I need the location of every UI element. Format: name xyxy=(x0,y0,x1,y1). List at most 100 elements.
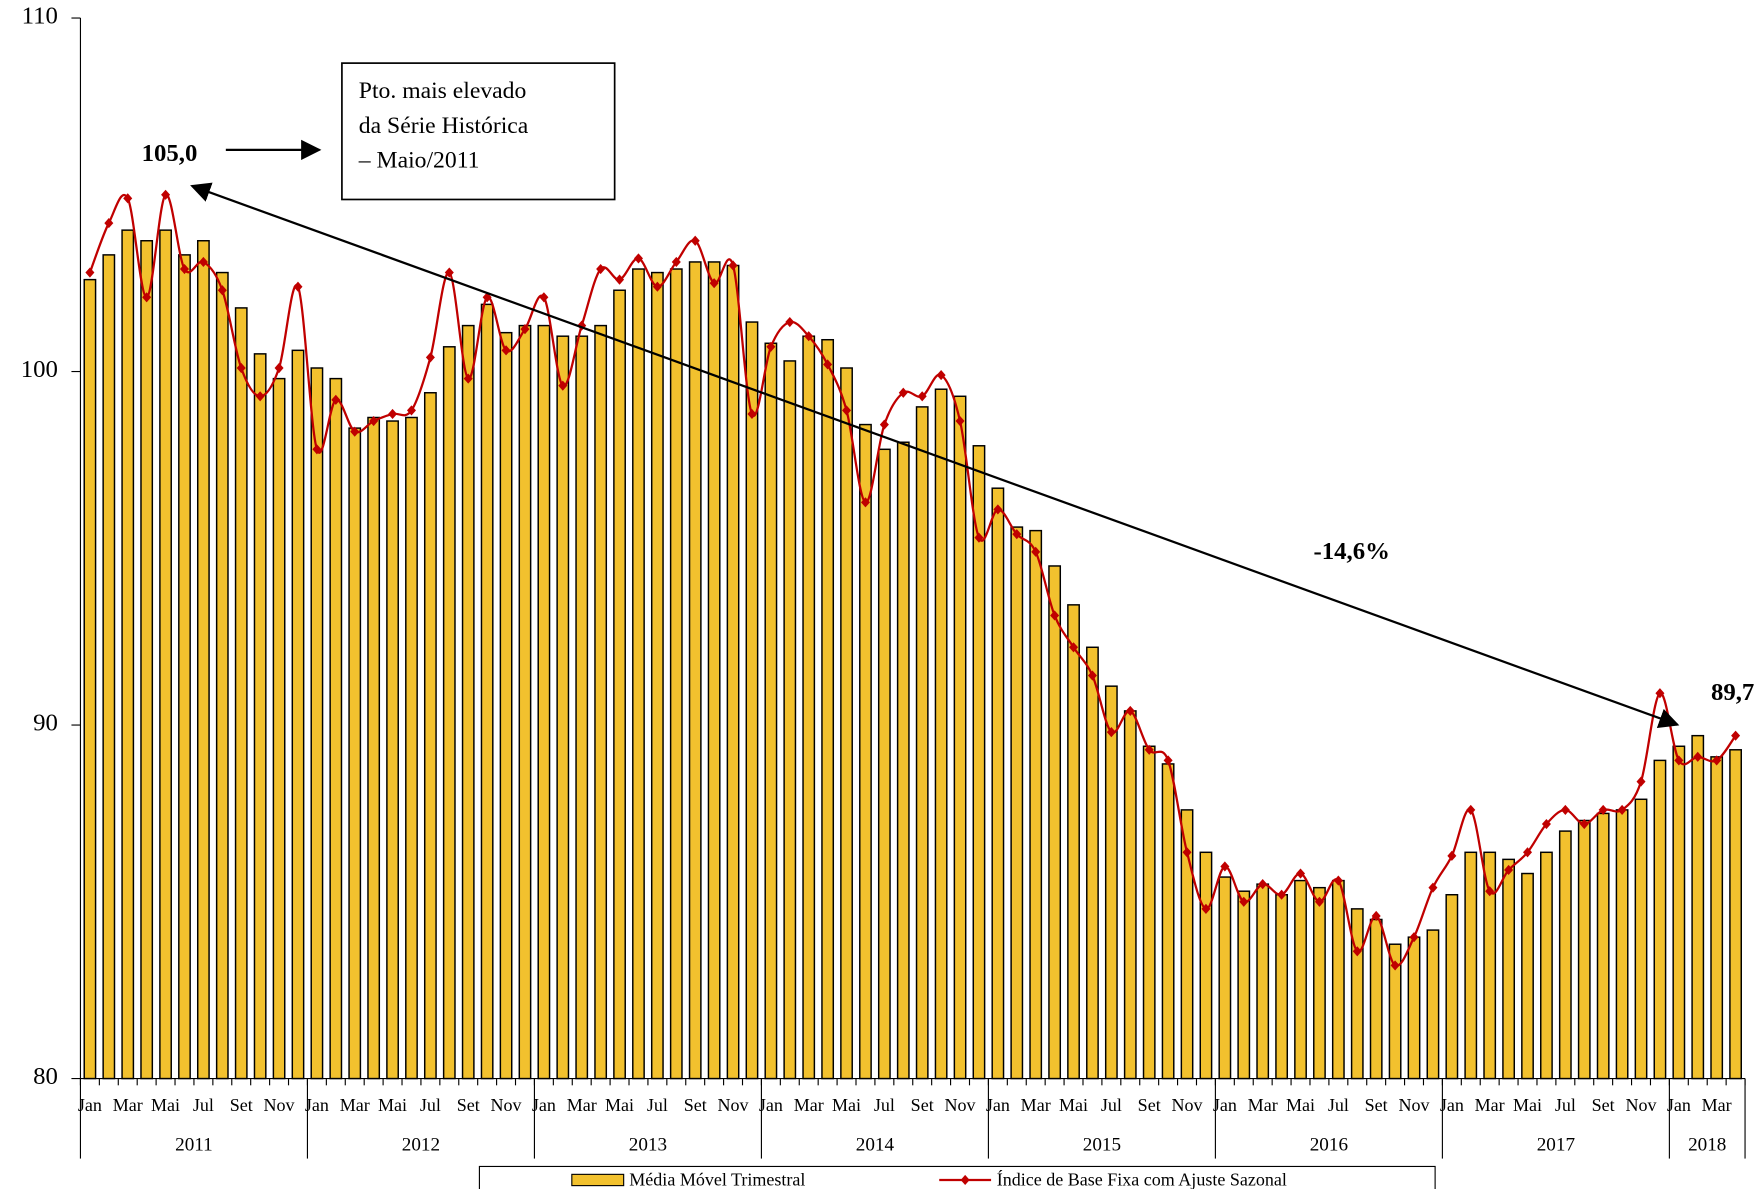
bar xyxy=(821,338,835,1080)
bar xyxy=(386,420,399,1080)
x-tick-label: Mai xyxy=(1286,1095,1315,1115)
x-tick-label: Mar xyxy=(794,1095,824,1115)
marker xyxy=(1674,755,1684,766)
x-tick-label: Nov xyxy=(264,1095,296,1115)
x-tick-label: Jul xyxy=(193,1095,214,1115)
x-tick-label: Mar xyxy=(1021,1095,1051,1115)
bar xyxy=(1577,819,1591,1080)
x-tick-label: Jul xyxy=(874,1095,895,1115)
marker xyxy=(539,292,549,303)
x-tick-label: Jan xyxy=(305,1095,329,1115)
bar xyxy=(329,377,343,1080)
bar xyxy=(896,441,910,1080)
legend-marker xyxy=(960,1174,970,1186)
x-tick-label: Mai xyxy=(832,1095,861,1115)
bar xyxy=(442,346,456,1080)
trend-arrow xyxy=(190,182,1680,728)
bar xyxy=(1634,798,1648,1080)
marker xyxy=(293,281,303,292)
x-tick-label: Mar xyxy=(567,1095,597,1115)
bar xyxy=(1388,943,1402,1080)
bar xyxy=(423,392,437,1080)
bar xyxy=(1710,756,1724,1080)
bar xyxy=(215,271,229,1080)
x-tick-label: Nov xyxy=(1625,1095,1657,1115)
marker xyxy=(1409,932,1419,943)
y-tick-label: 80 xyxy=(33,1063,58,1090)
marker xyxy=(425,352,435,363)
annotation: Pto. mais elevado xyxy=(359,78,527,104)
x-tick-label: Nov xyxy=(1399,1095,1431,1115)
x-tick-label: Jul xyxy=(420,1095,441,1115)
bar xyxy=(594,324,608,1080)
bar xyxy=(102,254,116,1080)
marker xyxy=(1296,868,1306,879)
x-tick-label: Mar xyxy=(113,1095,143,1115)
bar xyxy=(764,342,778,1080)
marker xyxy=(123,193,133,204)
x-tick-label: Mai xyxy=(1513,1095,1542,1115)
bar xyxy=(802,335,816,1080)
marker xyxy=(1485,886,1495,897)
legend-label: Média Móvel Trimestral xyxy=(629,1169,805,1189)
bar xyxy=(1445,893,1459,1080)
x-tick-label: Jan xyxy=(759,1095,783,1115)
marker xyxy=(85,267,95,278)
bar xyxy=(291,349,305,1080)
bar xyxy=(140,240,154,1080)
bar xyxy=(1123,710,1137,1080)
bar xyxy=(1294,879,1307,1080)
bar xyxy=(196,240,210,1080)
x-tick-label: Mai xyxy=(1059,1095,1088,1115)
bar xyxy=(650,271,664,1080)
marker xyxy=(1352,946,1362,957)
x-tick-label: Set xyxy=(1138,1095,1161,1115)
annotation: -14,6% xyxy=(1314,538,1390,565)
bar xyxy=(1615,809,1629,1080)
bar xyxy=(348,427,362,1080)
bar xyxy=(1256,883,1270,1080)
x-tick-label: Jul xyxy=(1555,1095,1576,1115)
bar xyxy=(1672,745,1686,1080)
x-tick-label: Set xyxy=(1365,1095,1388,1115)
bar xyxy=(726,264,740,1080)
bar xyxy=(83,278,97,1080)
bar xyxy=(575,335,589,1080)
bar xyxy=(1521,872,1534,1080)
x-tick-label: Mar xyxy=(1248,1095,1278,1115)
x-tick-label: Jan xyxy=(986,1095,1010,1115)
y-tick-label: 90 xyxy=(33,710,58,737)
x-tick-label: Set xyxy=(457,1095,480,1115)
marker xyxy=(388,408,398,420)
marker xyxy=(1636,776,1646,787)
bar xyxy=(1180,809,1194,1080)
bar xyxy=(707,261,721,1080)
bar xyxy=(859,423,872,1080)
marker xyxy=(1541,818,1551,830)
x-tick-label: Jan xyxy=(532,1095,556,1115)
year-label: 2014 xyxy=(856,1135,895,1156)
year-label: 2012 xyxy=(402,1135,440,1156)
bar xyxy=(934,388,948,1080)
y-tick-label: 110 xyxy=(22,3,58,30)
marker xyxy=(1731,730,1741,741)
marker xyxy=(1447,850,1457,861)
bar xyxy=(518,324,532,1080)
bar xyxy=(1048,565,1062,1080)
bar xyxy=(1313,886,1326,1080)
bar xyxy=(1407,936,1421,1080)
x-tick-label: Set xyxy=(684,1095,707,1115)
x-tick-label: Jan xyxy=(1213,1095,1237,1115)
bar xyxy=(1350,908,1364,1080)
bar xyxy=(556,335,570,1080)
x-tick-label: Nov xyxy=(718,1095,750,1115)
bar xyxy=(1691,734,1705,1080)
bar xyxy=(253,353,267,1080)
bar xyxy=(991,487,1005,1080)
x-tick-label: Jul xyxy=(647,1095,668,1115)
bar xyxy=(669,268,683,1080)
marker xyxy=(1201,903,1211,914)
bar xyxy=(1331,879,1345,1080)
